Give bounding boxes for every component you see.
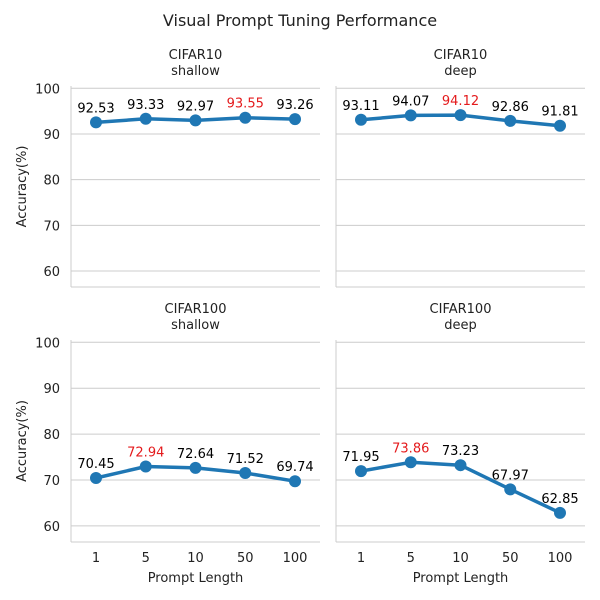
y-tick-label: 80	[43, 174, 60, 189]
data-label: 91.81	[541, 105, 578, 120]
data-point	[504, 114, 517, 127]
data-point	[454, 109, 467, 122]
data-label: 92.53	[77, 101, 114, 116]
y-tick-label: 60	[43, 520, 60, 535]
x-tick-label: 100	[548, 551, 573, 566]
data-label: 62.85	[541, 492, 578, 507]
data-label: 93.26	[276, 98, 313, 113]
data-label: 73.23	[442, 444, 479, 459]
panel-subtitle: shallow	[171, 64, 220, 79]
data-point	[504, 483, 517, 496]
data-point	[239, 467, 252, 480]
data-point	[404, 109, 417, 122]
data-point	[355, 113, 367, 126]
data-point	[454, 459, 467, 472]
panel-title: CIFAR10	[434, 48, 488, 63]
data-label: 93.55	[227, 97, 264, 112]
data-label: 70.45	[77, 457, 114, 472]
y-tick-label: 100	[35, 82, 60, 97]
x-tick-label: 5	[407, 551, 415, 566]
y-tick-label: 60	[43, 265, 60, 280]
data-label: 71.52	[227, 452, 264, 467]
data-point	[239, 111, 252, 124]
x-tick-label: 50	[237, 551, 254, 566]
data-point	[554, 506, 566, 519]
data-label: 72.94	[127, 446, 164, 461]
data-label: 92.97	[177, 99, 214, 114]
data-point	[90, 471, 102, 484]
data-point	[139, 112, 152, 125]
data-point	[189, 114, 202, 127]
data-point	[404, 456, 417, 469]
data-point	[289, 113, 301, 126]
y-tick-label: 90	[43, 382, 60, 397]
data-point	[90, 116, 102, 129]
data-label: 69.74	[276, 460, 313, 475]
x-axis-label: Prompt Length	[413, 571, 509, 586]
panel-subtitle: deep	[444, 64, 477, 79]
data-label: 94.12	[442, 94, 479, 109]
panel-subtitle: shallow	[171, 318, 220, 333]
data-point	[189, 461, 202, 474]
data-point	[355, 465, 367, 478]
data-label: 67.97	[492, 468, 529, 483]
panel-title: CIFAR100	[430, 302, 492, 317]
y-tick-label: 70	[43, 474, 60, 489]
data-label: 71.95	[342, 450, 379, 465]
panel-subtitle: deep	[444, 318, 477, 333]
data-point	[139, 460, 152, 473]
x-tick-label: 1	[357, 551, 365, 566]
x-tick-label: 10	[187, 551, 204, 566]
y-axis-label: Accuracy(%)	[15, 146, 30, 228]
data-label: 72.64	[177, 447, 214, 462]
data-label: 73.86	[392, 441, 429, 456]
x-axis-label: Prompt Length	[148, 571, 244, 586]
y-tick-label: 80	[43, 428, 60, 443]
x-tick-label: 50	[502, 551, 519, 566]
x-tick-label: 1	[92, 551, 100, 566]
y-axis-label: Accuracy(%)	[15, 400, 30, 482]
figure-title: Visual Prompt Tuning Performance	[163, 11, 437, 30]
panel-title: CIFAR100	[165, 302, 227, 317]
panels: CIFAR10shallow60708090100Accuracy(%)92.5…	[15, 48, 585, 586]
data-label: 93.33	[127, 98, 164, 113]
data-point	[554, 119, 566, 132]
data-label: 94.07	[392, 94, 429, 109]
x-tick-label: 5	[142, 551, 150, 566]
y-tick-label: 100	[35, 336, 60, 351]
y-tick-label: 90	[43, 128, 60, 143]
y-tick-label: 70	[43, 219, 60, 234]
data-point	[289, 475, 301, 488]
x-tick-label: 100	[283, 551, 308, 566]
x-tick-label: 10	[452, 551, 469, 566]
data-label: 92.86	[492, 100, 529, 115]
panel-title: CIFAR10	[169, 48, 223, 63]
data-label: 93.11	[342, 99, 379, 114]
